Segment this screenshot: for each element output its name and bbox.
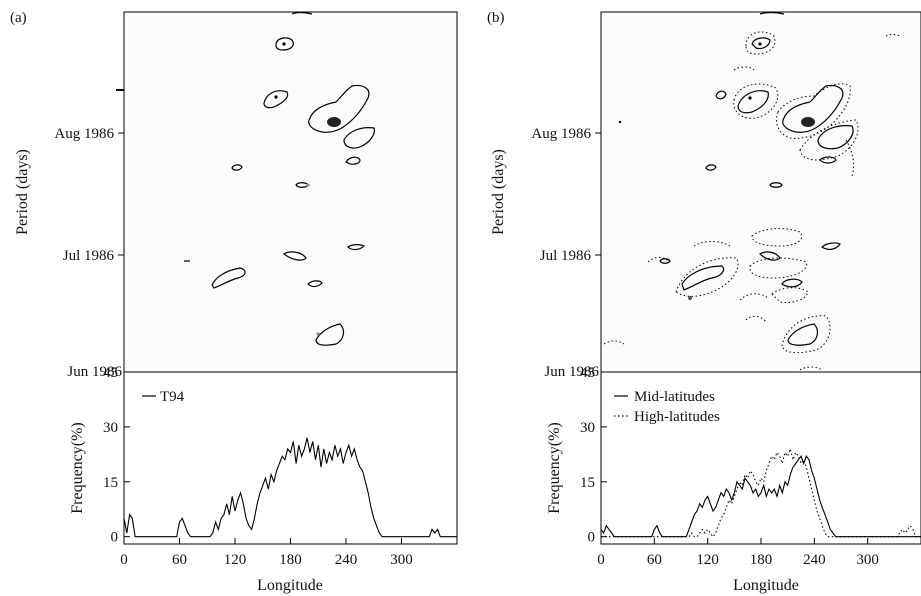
contour-a-10: [211, 267, 246, 289]
legend-a: T94: [142, 389, 185, 405]
contour-b-core: [801, 117, 815, 127]
xtick-label: 0: [597, 552, 605, 568]
contour-b-15: [759, 11, 785, 15]
contour-a-9: [347, 244, 366, 251]
contour-a-dot-3: [306, 183, 310, 187]
contour-a-4: [343, 127, 375, 149]
contour-a-dot-2: [274, 95, 278, 99]
contour-a-3: [308, 84, 370, 133]
ytick-label: 15: [580, 475, 595, 491]
series-line-high-latitudes: [601, 446, 921, 538]
dotted-b-6: [751, 228, 803, 247]
dotted-b-15: [885, 34, 901, 37]
contour-a-core: [327, 117, 341, 127]
contour-b-5: [819, 156, 837, 164]
ytick-label: 45: [580, 365, 595, 381]
xtick-label: 60: [172, 552, 187, 568]
dotted-b-10: [771, 287, 809, 303]
contour-a-13: [291, 11, 313, 15]
dotted-b-11: [781, 315, 831, 354]
contour-a-6: [231, 164, 243, 171]
panel-a: (a) Aug 1986 Jul 1986 Jun 1986 Period (d…: [10, 10, 458, 594]
series-line-t94: [123, 437, 457, 538]
ytick-label-a-aug: Aug 1986: [54, 126, 114, 142]
dotted-b-7: [749, 257, 808, 279]
ytick-label: 30: [103, 420, 118, 436]
series-line-mid-latitudes: [600, 455, 921, 538]
xtick-label: 300: [390, 552, 413, 568]
contour-b-7: [705, 164, 717, 171]
contour-b-dot-4: [748, 96, 752, 100]
contour-a-11: [307, 280, 323, 288]
xtick-label: 240: [335, 552, 358, 568]
dotted-b-1: [745, 31, 776, 55]
ylabel-freq-a: Frequency(%): [69, 422, 86, 514]
contours-b-dotted: [603, 31, 901, 371]
contour-a-5: [345, 156, 361, 165]
ytick-label: 45: [103, 365, 118, 381]
dotted-b-13: [745, 315, 767, 323]
ylabel-a: Period (days): [14, 149, 31, 235]
contour-b-2: [737, 90, 769, 114]
ytick-label-a-jul: Jul 1986: [63, 248, 115, 264]
contour-b-14: [659, 258, 671, 264]
contour-a-8: [282, 251, 307, 261]
ytick-label: 15: [103, 475, 118, 491]
ytick-label: 0: [111, 530, 119, 546]
xlabel-b: Longitude: [733, 577, 799, 594]
legend-b-label-mid: Mid-latitudes: [634, 389, 715, 405]
ytick-label-b-aug: Aug 1986: [531, 126, 591, 142]
panel-label-b: (b): [487, 10, 505, 26]
contour-b-10: [821, 242, 841, 250]
xtick-label: 180: [279, 552, 302, 568]
xtick-label: 120: [696, 552, 719, 568]
contours-b-solid: [659, 11, 854, 346]
contour-b-8: [769, 182, 783, 188]
xtick-label: 180: [750, 552, 773, 568]
freq-axis-a: 0 60 120 180 240 300 0 15 30 45: [103, 365, 413, 568]
ytick-label-a-jun: Jun 1986: [67, 364, 122, 380]
dotted-b-14: [647, 257, 671, 263]
panel-b: (b) Aug 1986 Jul 1986 Jun 1986 Period (d…: [487, 10, 921, 594]
contour-b-9: [759, 251, 781, 261]
contour-b-11: [681, 265, 725, 291]
ytick-label: 0: [588, 530, 596, 546]
xtick-label: 120: [224, 552, 247, 568]
contour-a-dot-4: [316, 332, 320, 336]
contour-b-4: [817, 125, 854, 150]
freq-axis-b: 0 60 120 180 240 300 0 15 30 45: [580, 365, 879, 568]
contour-frame-a: [123, 11, 458, 373]
contour-b-dot-3: [758, 42, 762, 46]
contour-b-3: [782, 84, 844, 133]
xtick-label: 240: [803, 552, 826, 568]
contour-b-13: [787, 323, 819, 346]
contour-a-1: [275, 37, 294, 51]
ytick-label: 30: [580, 420, 595, 436]
contour-a-12: [315, 323, 345, 346]
contour-b-12: [781, 278, 803, 288]
dotted-b-3: [776, 83, 851, 139]
xtick-label: 300: [856, 552, 879, 568]
ylabel-freq-b: Frequency(%): [546, 422, 563, 514]
contour-a-dot-1: [282, 42, 286, 46]
contour-b-dot-2: [618, 120, 622, 124]
ytick-label-b-jun: Jun 1986: [544, 364, 599, 380]
ylabel-b: Period (days): [490, 149, 507, 235]
dotted-b-2: [733, 83, 779, 119]
contour-frame-b: [600, 11, 921, 373]
dotted-b-17: [799, 366, 823, 371]
legend-b-label-high: High-latitudes: [634, 409, 720, 425]
legend-a-label-t94: T94: [160, 389, 185, 405]
contour-b-6: [715, 90, 727, 100]
xtick-label: 0: [120, 552, 128, 568]
legend-b: Mid-latitudes High-latitudes: [614, 389, 720, 425]
xlabel-a: Longitude: [257, 577, 323, 594]
contour-b-1: [751, 37, 771, 50]
contour-b-dot-1: [688, 296, 692, 300]
contour-a-2: [263, 90, 289, 109]
ytick-label-b-jul: Jul 1986: [540, 248, 592, 264]
panel-label-a: (a): [10, 10, 27, 26]
xtick-label: 60: [647, 552, 662, 568]
